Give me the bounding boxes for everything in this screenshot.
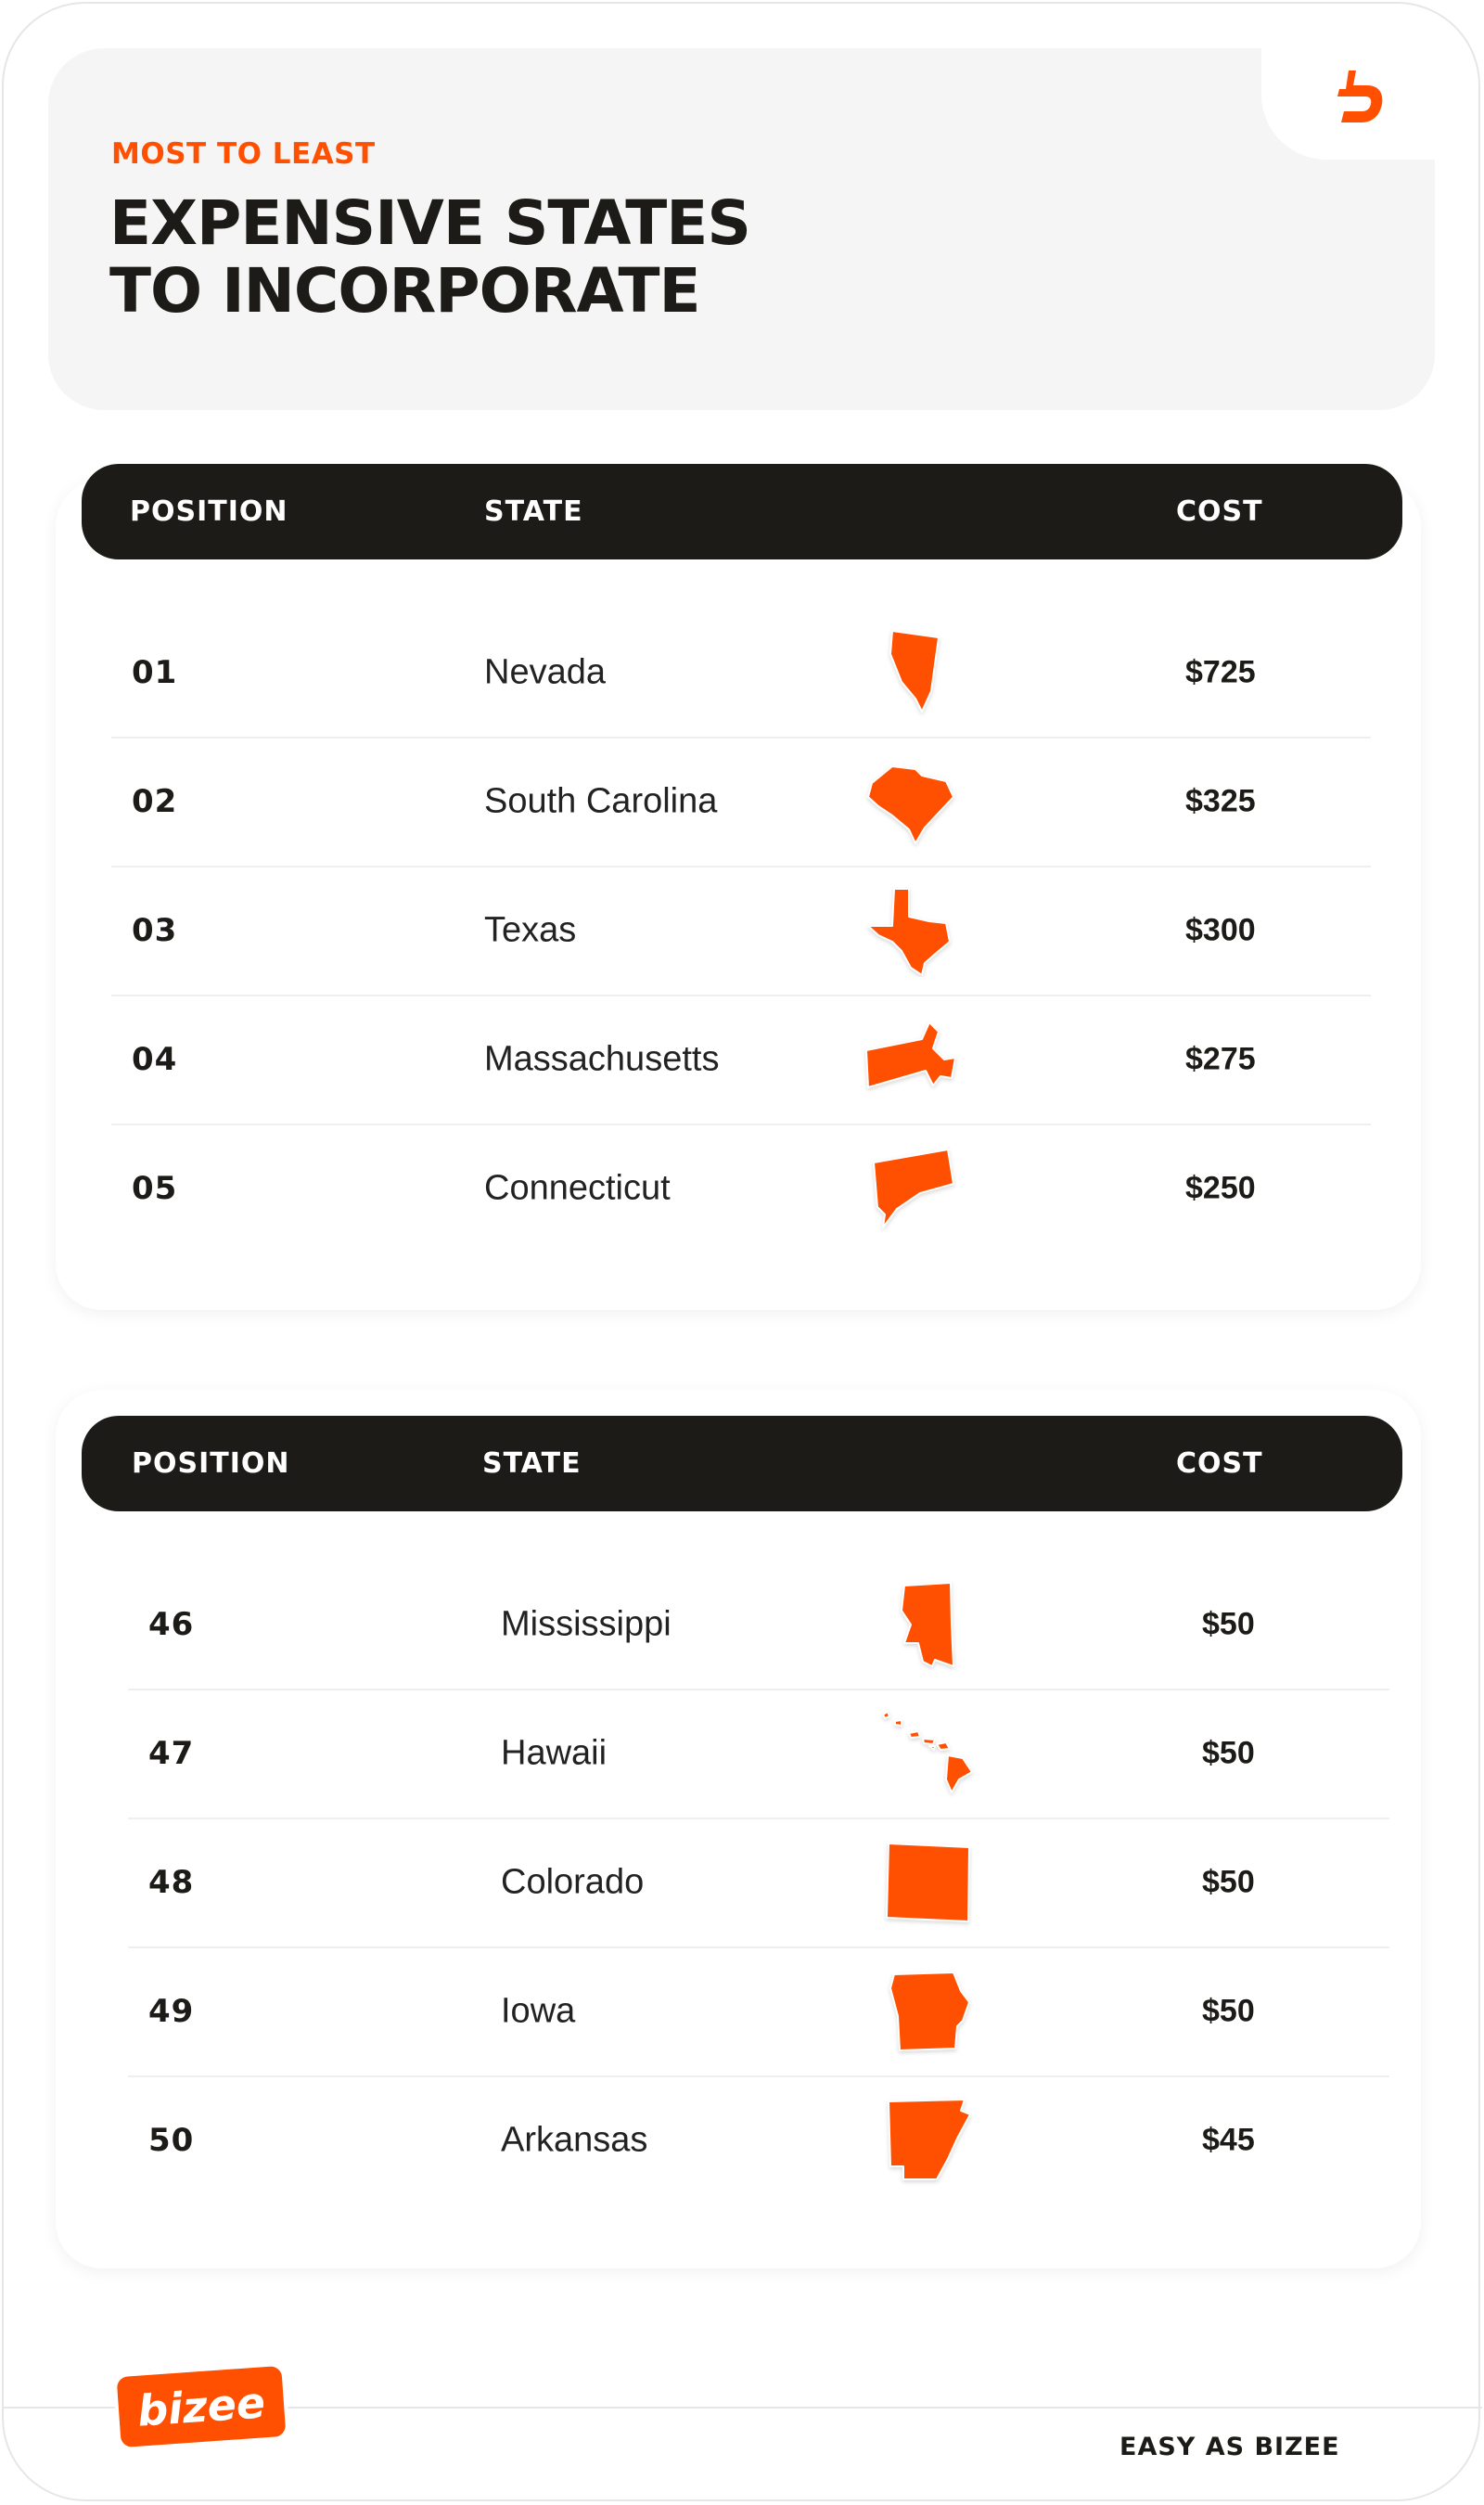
top-states-card [56,480,1421,1310]
table-row: 04 Massachusetts $275 [111,995,1371,1125]
hero-panel [48,48,1435,410]
state-name: Texas [484,910,577,949]
massachusetts-map-icon [865,1021,956,1088]
cost-value: $50 [1202,1864,1255,1899]
state-name: Nevada [484,652,606,691]
title-line-1: EXPENSIVE STATES [109,187,751,259]
iowa-map-icon [889,1971,970,2051]
cost-value: $50 [1202,1606,1255,1641]
state-name: Massachusetts [484,1039,720,1078]
state-name: Arkansas [501,2120,648,2159]
column-position: POSITION [130,495,288,528]
top-table-header: POSITION STATE COST [82,464,1402,559]
hawaii-map-icon [882,1710,973,1793]
table-row: 05 Connecticut $250 [111,1124,1371,1252]
table-row: 50 Arkansas $45 [128,2075,1389,2204]
cost-value: $50 [1202,1993,1255,2028]
table-row: 49 Iowa $50 [128,1946,1389,2077]
bottom-states-card [56,1390,1421,2268]
cost-value: $250 [1185,1170,1256,1205]
position-value: 01 [132,653,178,691]
texas-map-icon [867,887,951,976]
column-state: STATE [482,1447,582,1480]
cost-value: $275 [1185,1041,1256,1076]
footer-tagline: EASY AS BIZEE [1119,2433,1340,2461]
title-line-2: TO INCORPORATE [109,255,701,327]
position-value: 48 [148,1863,195,1901]
cost-value: $300 [1185,912,1256,947]
column-cost: COST [1176,1447,1263,1480]
position-value: 05 [132,1169,178,1207]
footer-divider [2,2407,1482,2409]
connecticut-map-icon [873,1148,954,1228]
position-value: 47 [148,1734,195,1772]
table-row: 03 Texas $300 [111,866,1371,996]
cost-value: $725 [1185,654,1256,689]
position-value: 02 [132,782,178,820]
hero-notch [1261,37,1447,160]
page-title: EXPENSIVE STATES TO INCORPORATE [109,187,751,327]
state-name: Hawaii [501,1733,608,1772]
cost-value: $325 [1185,783,1256,818]
position-value: 46 [148,1605,195,1643]
position-value: 03 [132,911,178,949]
bottom-table-header: POSITION STATE COST [82,1416,1402,1511]
position-value: 49 [148,1992,195,2030]
column-state: STATE [484,495,583,528]
column-position: POSITION [132,1447,290,1480]
state-name: Connecticut [484,1168,671,1207]
svg-text:bizee: bizee [135,2377,266,2435]
table-row: 48 Colorado $50 [128,1818,1389,1948]
table-row: 02 South Carolina $325 [111,737,1371,867]
cost-value: $50 [1202,1735,1255,1770]
column-cost: COST [1176,495,1263,528]
bizee-logo: bizee [113,2362,289,2451]
position-value: 50 [148,2121,195,2159]
nevada-map-icon [889,629,940,713]
state-name: Iowa [501,1991,576,2030]
bizee-b-icon [1337,71,1383,122]
state-name: Colorado [501,1862,645,1901]
colorado-map-icon [886,1842,970,1922]
table-row: 01 Nevada $725 [111,608,1371,739]
arkansas-map-icon [888,2098,971,2180]
state-name: Mississippi [501,1604,672,1643]
south-carolina-map-icon [867,764,954,844]
eyebrow-label: MOST TO LEAST [111,137,376,171]
position-value: 04 [132,1040,178,1078]
table-row: 47 Hawaii $50 [128,1689,1389,1819]
table-row: 46 Mississippi $50 [128,1560,1389,1690]
cost-value: $45 [1202,2122,1255,2157]
state-name: South Carolina [484,781,718,820]
mississippi-map-icon [901,1581,954,1667]
